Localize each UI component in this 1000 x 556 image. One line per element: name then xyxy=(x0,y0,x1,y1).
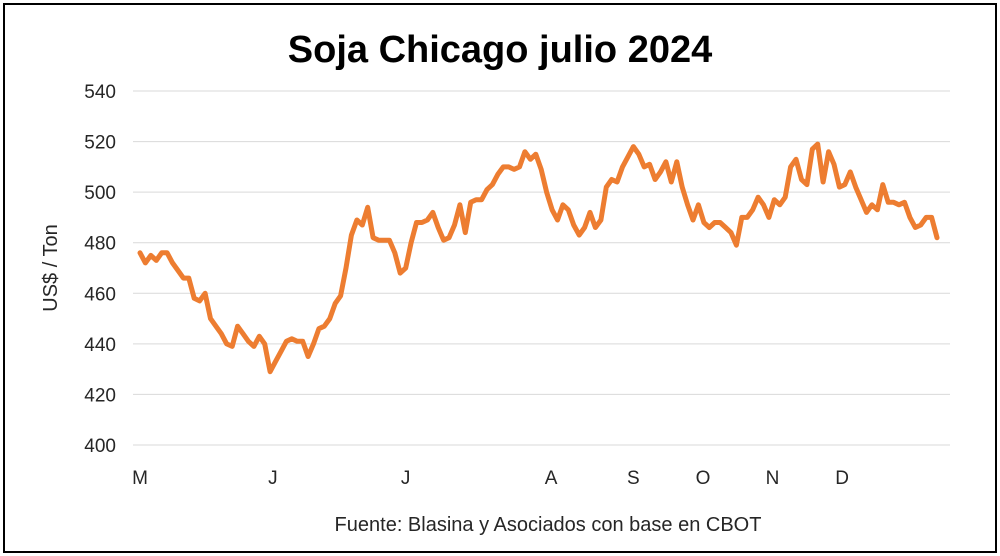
y-tick-label: 480 xyxy=(84,234,116,255)
source-note: Fuente: Blasina y Asociados con base en … xyxy=(335,514,762,536)
y-tick-label: 400 xyxy=(84,436,116,457)
price-series-line xyxy=(137,141,940,375)
y-axis-label: US$ / Ton xyxy=(40,224,62,311)
y-tick-label: 460 xyxy=(84,284,116,305)
y-axis-ticks: 400 420 440 460 480 500 520 540 xyxy=(84,82,116,457)
y-tick-label: 520 xyxy=(84,133,116,154)
x-tick-label: A xyxy=(545,468,558,489)
y-tick-label: 440 xyxy=(84,335,116,356)
x-tick-label: M xyxy=(132,468,148,489)
chart-title: Soja Chicago julio 2024 xyxy=(288,29,712,71)
x-tick-label: J xyxy=(401,468,411,489)
y-tick-label: 500 xyxy=(84,183,116,204)
y-tick-label: 420 xyxy=(84,385,116,406)
x-tick-label: J xyxy=(268,468,278,489)
x-tick-label: S xyxy=(627,468,640,489)
series-layer xyxy=(137,141,940,375)
x-tick-label: D xyxy=(835,468,849,489)
chart-frame xyxy=(3,3,997,553)
gridlines xyxy=(133,90,950,446)
x-tick-label: O xyxy=(696,468,711,489)
y-tick-label: 540 xyxy=(84,82,116,103)
x-tick-label: N xyxy=(766,468,780,489)
